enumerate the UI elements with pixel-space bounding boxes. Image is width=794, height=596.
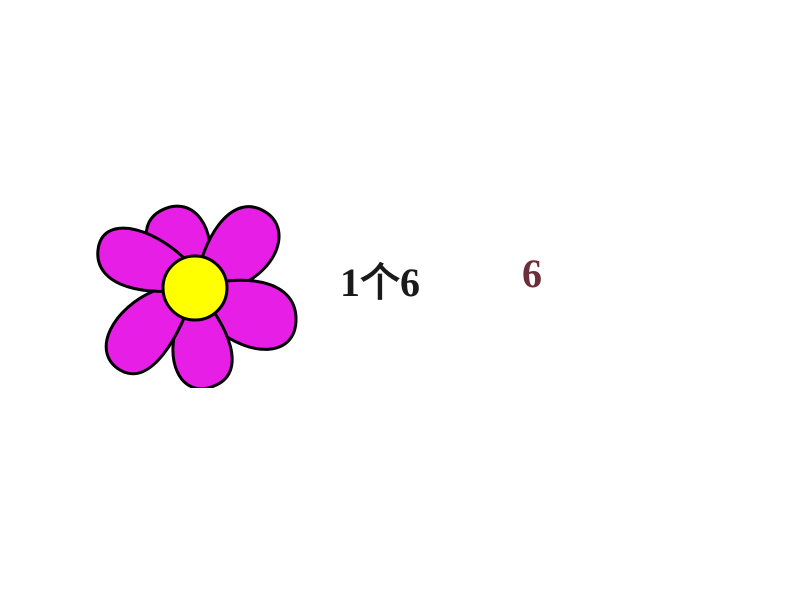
slide-stage: 1个6 6: [0, 0, 794, 596]
flower-center: [163, 256, 227, 320]
label-count: 1个6: [340, 250, 420, 308]
label-result: 6: [522, 250, 542, 297]
flower-graphic: [90, 178, 300, 388]
